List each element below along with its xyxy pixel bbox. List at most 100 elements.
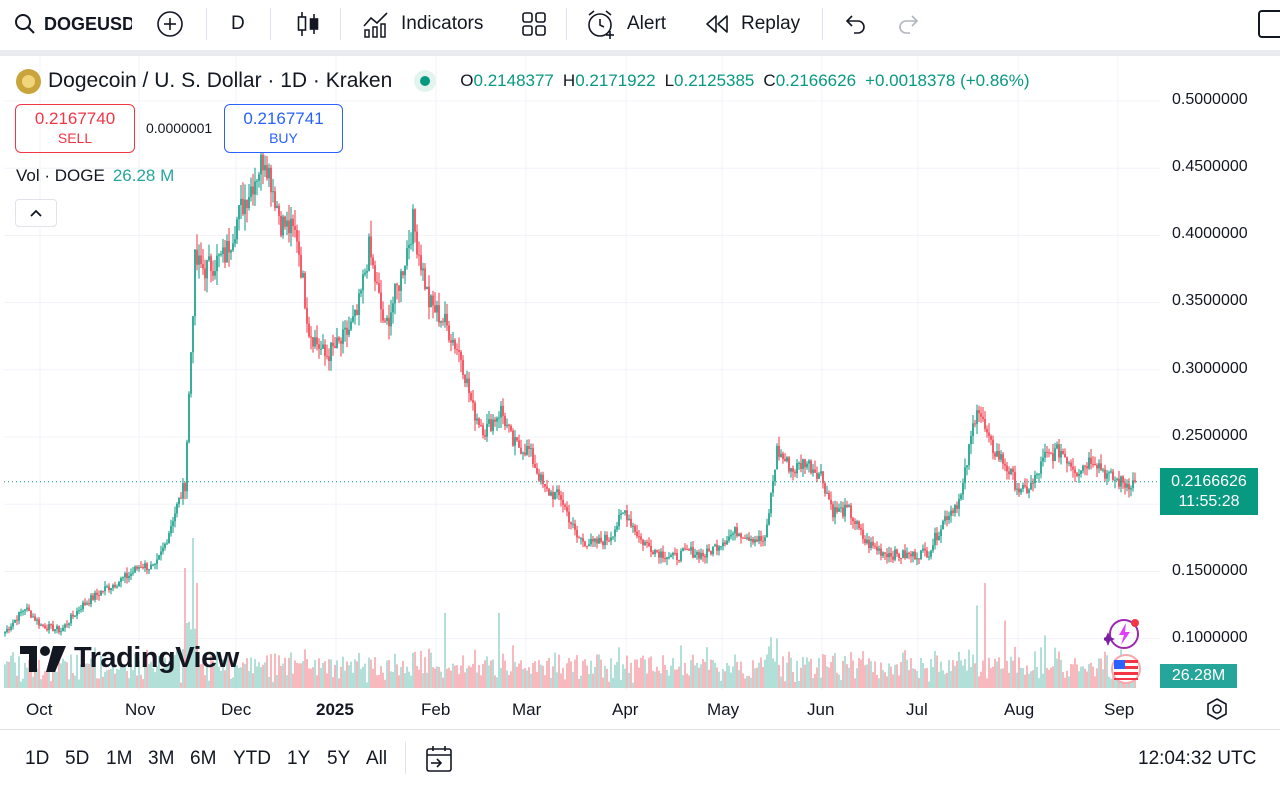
sell-button[interactable]: 0.2167740 SELL <box>15 104 135 153</box>
volume-bar <box>50 681 52 688</box>
volume-bar <box>486 656 488 688</box>
candle-body <box>718 546 720 551</box>
volume-bar <box>606 668 608 688</box>
compare-symbol-button[interactable] <box>156 0 184 48</box>
range-button-5y[interactable]: 5Y <box>327 748 351 769</box>
volume-bar <box>858 657 860 688</box>
candle-body <box>1078 473 1080 476</box>
replay-button[interactable]: Replay <box>704 0 800 48</box>
candle-body <box>1004 463 1006 466</box>
symbol-search-button[interactable]: DOGEUSD <box>14 0 132 48</box>
volume-legend[interactable]: Vol · DOGE 26.28 M <box>16 166 174 186</box>
go-to-date-icon[interactable] <box>424 744 454 774</box>
buy-button[interactable]: 0.2167741 BUY <box>224 104 343 153</box>
candle-body <box>340 340 342 344</box>
layouts-button[interactable] <box>521 0 547 48</box>
volume-bar <box>44 671 46 688</box>
us-flag-icon[interactable] <box>1106 652 1144 686</box>
ai-sparkle-icon[interactable] <box>1104 618 1142 650</box>
candle-body <box>670 555 672 558</box>
range-button-1y[interactable]: 1Y <box>287 748 311 769</box>
candle-body <box>912 551 914 557</box>
range-button-all[interactable]: All <box>366 748 388 769</box>
candle-body <box>986 428 988 433</box>
candle-body <box>4 631 6 634</box>
candle-body <box>1104 469 1106 479</box>
volume-bar <box>102 676 104 688</box>
volume-bar <box>328 659 330 688</box>
range-button-6m[interactable]: 6M <box>190 748 217 769</box>
candle-body <box>510 425 512 431</box>
volume-bar <box>204 675 206 688</box>
volume-bar <box>246 658 248 688</box>
range-button-1m[interactable]: 1M <box>106 748 133 769</box>
candle-body <box>1124 482 1126 488</box>
volume-bar <box>292 673 294 688</box>
candle-body <box>170 526 172 534</box>
volume-bar <box>920 657 922 688</box>
volume-bar <box>736 661 738 688</box>
range-button-5d[interactable]: 5D <box>65 748 90 769</box>
volume-bar <box>776 638 778 688</box>
dogecoin-logo-icon <box>16 68 41 94</box>
candle-body <box>976 410 978 424</box>
candle-body <box>256 180 258 182</box>
candle-body <box>214 271 216 276</box>
price-chart[interactable] <box>0 56 1160 696</box>
interval-button[interactable]: D <box>231 0 245 48</box>
volume-bar <box>536 672 538 688</box>
candle-body <box>918 558 920 560</box>
candle-body <box>756 539 758 542</box>
volume-bar <box>388 659 390 688</box>
volume-bar <box>96 678 98 688</box>
candle-body <box>196 249 198 265</box>
fullscreen-button[interactable] <box>1258 10 1280 38</box>
candle-body <box>1010 468 1012 475</box>
candle-body <box>80 609 82 611</box>
volume-bar <box>492 659 494 688</box>
candle-body <box>812 469 814 473</box>
candle-body <box>742 537 744 539</box>
chart-type-button[interactable] <box>295 0 321 48</box>
volume-bar <box>220 670 222 688</box>
chart-title[interactable]: Dogecoin / U. S. Dollar · 1D · Kraken <box>48 69 393 92</box>
range-button-1d[interactable]: 1D <box>25 748 50 769</box>
volume-bar <box>382 672 384 688</box>
redo-button[interactable] <box>898 0 920 48</box>
volume-bar <box>986 678 988 688</box>
utc-clock[interactable]: 12:04:32 UTC <box>1138 748 1257 769</box>
volume-bar <box>350 661 352 688</box>
replay-label: Replay <box>741 13 801 34</box>
volume-bar <box>838 674 840 688</box>
volume-bar <box>88 663 90 688</box>
volume-bar <box>1006 660 1008 688</box>
candle-body <box>82 602 84 610</box>
volume-bar <box>922 663 924 688</box>
volume-bar <box>162 672 164 688</box>
indicators-button[interactable]: Indicators <box>362 0 483 48</box>
volume-bar <box>978 676 980 688</box>
market-open-status-icon[interactable] <box>414 70 437 92</box>
candle-body <box>10 626 12 630</box>
candle-body <box>634 525 636 532</box>
volume-bar <box>738 670 740 688</box>
undo-button[interactable] <box>844 0 866 48</box>
candle-body <box>870 541 872 548</box>
candle-body <box>478 418 480 426</box>
range-button-3m[interactable]: 3M <box>148 748 175 769</box>
volume-bar <box>22 678 24 688</box>
range-button-ytd[interactable]: YTD <box>233 748 271 769</box>
candle-body <box>142 567 144 569</box>
volume-bar <box>144 663 146 688</box>
candle-body <box>1026 486 1028 493</box>
candle-body <box>436 305 438 313</box>
candle-body <box>868 539 870 548</box>
candle-body <box>364 272 366 275</box>
volume-bar <box>24 662 26 688</box>
candle-body <box>48 624 50 631</box>
gear-icon[interactable] <box>1205 697 1229 721</box>
collapse-legend-button[interactable] <box>15 199 57 227</box>
candle-body <box>104 586 106 592</box>
volume-bar <box>458 674 460 688</box>
alert-button[interactable]: Alert <box>586 0 666 48</box>
